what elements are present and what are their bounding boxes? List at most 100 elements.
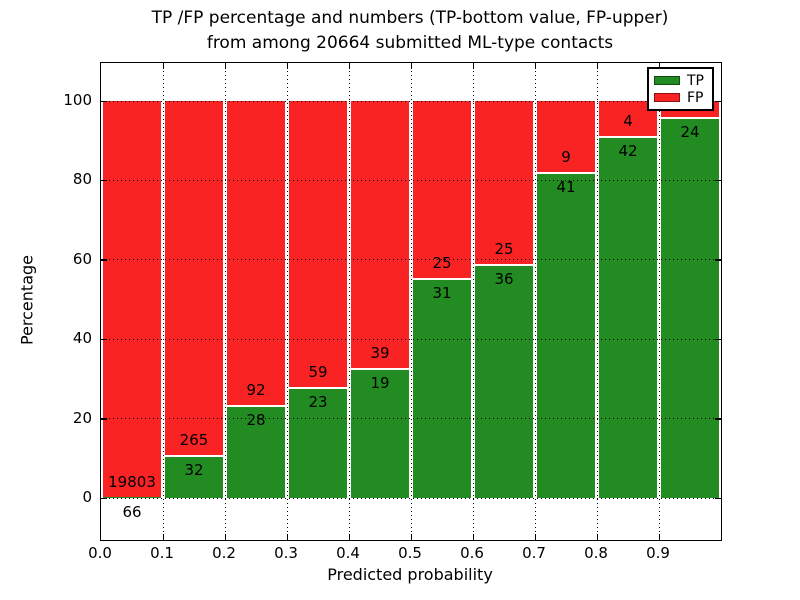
legend-swatch-tp [654, 76, 680, 85]
xtick-label-0.4: 0.4 [336, 544, 360, 562]
xtick-bottom-0.7 [534, 534, 536, 540]
xtick-label-0.7: 0.7 [522, 544, 546, 562]
gridline-v-0.8 [596, 63, 598, 540]
bar-segment-fp-0.6-0.7 [475, 101, 533, 264]
xtick-bottom-0.6 [472, 534, 474, 540]
legend-entry-fp: FP [654, 90, 707, 106]
tp-count-label-0.6-0.7: 36 [494, 269, 514, 288]
bar-segment-tp-0.8-0.9 [599, 135, 657, 498]
x-axis-label: Predicted probability [327, 565, 493, 584]
tp-count-label-0.1-0.2: 32 [184, 461, 204, 480]
bar-segment-fp-0.3-0.4 [289, 101, 347, 387]
fp-count-label-0.0-0.1: 19803 [108, 472, 156, 491]
tp-count-label-0.7-0.8: 41 [556, 178, 576, 197]
xtick-bottom-0.1 [162, 534, 164, 540]
xtick-bottom-0.5 [410, 534, 412, 540]
legend-label-tp: TP [687, 72, 704, 89]
bar-segment-fp-0.2-0.3 [227, 101, 285, 406]
xtick-top-0.9 [658, 63, 660, 69]
tp-count-label-0.2-0.3: 28 [246, 411, 266, 430]
xtick-top-0.4 [348, 63, 350, 69]
fp-count-label-0.5-0.6: 25 [432, 254, 452, 273]
xtick-label-0.9: 0.9 [646, 544, 670, 562]
legend: TP FP [647, 67, 714, 111]
ytick-label-80: 80 [72, 170, 92, 189]
xtick-top-0.7 [534, 63, 536, 69]
tp-count-label-0.5-0.6: 31 [432, 284, 452, 303]
xtick-top-0.5 [410, 63, 412, 69]
legend-label-fp: FP [687, 89, 704, 106]
xtick-top-0.3 [286, 63, 288, 69]
gridline-v-0.7 [534, 63, 536, 540]
bar-segment-fp-0.5-0.6 [413, 101, 471, 279]
fp-count-label-0.8-0.9: 4 [623, 111, 633, 130]
bar-segment-tp-0.3-0.4 [289, 386, 347, 498]
ytick-right-60 [715, 259, 721, 261]
legend-entry-tp: TP [654, 73, 707, 89]
ytick-label-20: 20 [72, 408, 92, 427]
xtick-top-0.8 [596, 63, 598, 69]
xtick-bottom-0.3 [286, 534, 288, 540]
ytick-left-40 [101, 338, 107, 341]
gridline-v-0.2 [224, 63, 226, 540]
tp-count-label-0.3-0.4: 23 [308, 392, 328, 411]
ytick-label-0: 0 [82, 488, 92, 506]
bar-segment-fp-0.7-0.8 [537, 101, 595, 173]
chart-title-line-2: from among 20664 submitted ML-type conta… [206, 33, 614, 53]
xtick-label-0.6: 0.6 [460, 544, 484, 562]
xtick-label-0.0: 0.0 [88, 544, 112, 562]
fp-count-label-0.7-0.8: 9 [561, 148, 571, 167]
ytick-label-40: 40 [72, 329, 92, 348]
ytick-left-0 [101, 497, 107, 499]
ytick-left-80 [101, 179, 107, 182]
xtick-bottom-0.9 [658, 534, 660, 540]
plot-area: 19803 66 265 32 92 28 59 23 39 19 25 31 25 36 9 41 4 42 24 [100, 62, 722, 541]
xtick-label-0.8: 0.8 [584, 544, 608, 562]
bar-segment-tp-0.1-0.2 [165, 455, 223, 498]
gridline-v-0.6 [472, 63, 474, 540]
bar-segment-fp-0.0-0.1 [103, 101, 161, 497]
xtick-label-0.3: 0.3 [274, 544, 298, 562]
ytick-right-0 [715, 497, 721, 499]
bar-segment-tp-0.4-0.5 [351, 367, 409, 498]
ytick-right-80 [715, 179, 721, 182]
ytick-right-40 [715, 338, 721, 341]
xtick-bottom-0.4 [348, 534, 350, 540]
ytick-label-100: 100 [63, 91, 92, 109]
gridline-v-0.5 [410, 63, 412, 540]
bar-segment-tp-0.5-0.6 [413, 278, 471, 498]
ytick-left-20 [101, 418, 107, 420]
bar-segment-tp-0.6-0.7 [475, 263, 533, 498]
tp-count-label-0.9-1.0: 24 [680, 122, 700, 141]
gridline-v-0.3 [286, 63, 288, 540]
ytick-left-100 [101, 100, 107, 102]
chart-title: TP /FP percentage and numbers (TP-bottom… [100, 6, 720, 56]
gridline-v-0.9 [658, 63, 660, 540]
gridline-v-0.4 [348, 63, 350, 540]
fp-count-label-0.1-0.2: 265 [179, 431, 209, 450]
xtick-label-0.2: 0.2 [212, 544, 236, 562]
bar-segment-fp-0.1-0.2 [165, 101, 223, 456]
xtick-top-0.6 [472, 63, 474, 69]
ytick-label-60: 60 [72, 249, 92, 268]
bar-segment-tp-0.0-0.1 [103, 496, 161, 498]
fp-count-label-0.6-0.7: 25 [494, 239, 514, 258]
fp-count-label-0.2-0.3: 92 [246, 381, 266, 400]
bar-segment-tp-0.2-0.3 [227, 405, 285, 498]
xtick-top-0.1 [162, 63, 164, 69]
gridline-v-0.1 [162, 63, 164, 540]
chart-title-line-1: TP /FP percentage and numbers (TP-bottom… [151, 8, 669, 28]
xtick-bottom-0.2 [224, 534, 226, 540]
fp-count-label-0.4-0.5: 39 [370, 343, 390, 362]
tp-count-label-0.4-0.5: 19 [370, 373, 390, 392]
fp-count-label-0.3-0.4: 59 [308, 362, 328, 381]
tp-count-label-0.8-0.9: 42 [618, 141, 638, 160]
xtick-top-0.2 [224, 63, 226, 69]
ytick-right-20 [715, 418, 721, 420]
legend-swatch-fp [654, 93, 680, 102]
bar-segment-tp-0.7-0.8 [537, 172, 595, 498]
xtick-bottom-0.8 [596, 534, 598, 540]
ytick-left-60 [101, 259, 107, 261]
tp-count-label-0.0-0.1: 66 [122, 502, 142, 521]
